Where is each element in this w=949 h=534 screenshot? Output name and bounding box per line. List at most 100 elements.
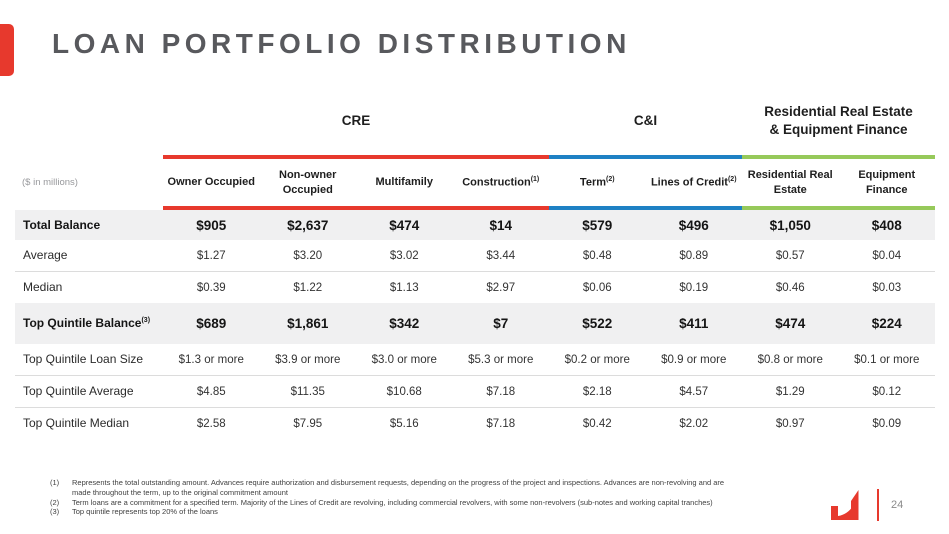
band-segment-residential-real-estate-equipment-finance bbox=[742, 206, 935, 210]
footnote-number: (2) bbox=[50, 497, 60, 507]
row-label-average: Average bbox=[15, 244, 163, 267]
value-cell: $0.39 bbox=[196, 281, 226, 294]
band-segment-residential-real-estate-equipment-finance bbox=[742, 155, 935, 159]
row-label-total-balance: Total Balance bbox=[15, 214, 163, 237]
value-cell: $408 bbox=[871, 217, 902, 233]
footnote-marker: (2) bbox=[727, 176, 737, 184]
title-accent-bar bbox=[0, 24, 14, 76]
footnote-marker: (1) bbox=[530, 176, 540, 184]
row-label-text: Top Quintile Balance bbox=[23, 316, 142, 330]
column-header-label: Construction bbox=[462, 176, 531, 189]
value-cell: $0.2 or more bbox=[564, 353, 630, 366]
value-cell: $4.85 bbox=[196, 385, 226, 398]
footnotes: (1) Represents the total outstanding amou… bbox=[50, 478, 742, 517]
loan-distribution-table: CRE C&I Residential Real Estate & Equipmen… bbox=[15, 86, 935, 439]
column-header-residential-real-estate: Residential Real Estate bbox=[742, 163, 839, 202]
row-label-text: Top Quintile Average bbox=[23, 384, 134, 398]
value-cell: $1.3 or more bbox=[178, 353, 244, 366]
footnote-marker: (2) bbox=[606, 176, 615, 184]
row-label-top-quintile-average: Top Quintile Average bbox=[15, 380, 163, 403]
value-cell: $0.19 bbox=[679, 281, 709, 294]
page-title: LOAN PORTFOLIO DISTRIBUTION bbox=[52, 28, 631, 59]
value-cell: $11.35 bbox=[290, 385, 325, 398]
value-cell: $0.48 bbox=[582, 249, 612, 262]
value-cell: $0.12 bbox=[872, 385, 902, 398]
group-header-c-i: C&I bbox=[633, 112, 658, 128]
value-cell: $3.9 or more bbox=[275, 353, 341, 366]
table-row-total-balance: Total Balance $905 $2,637 $474 $14 $579 $496 $1… bbox=[15, 210, 935, 240]
value-cell: $3.20 bbox=[293, 249, 323, 262]
value-cell: $0.1 or more bbox=[854, 353, 920, 366]
value-cell: $411 bbox=[679, 316, 709, 331]
value-cell: $0.57 bbox=[775, 249, 805, 262]
column-header-label: Multifamily bbox=[375, 176, 433, 189]
value-cell: $1.13 bbox=[389, 281, 419, 294]
column-header-label: Lines of Credit bbox=[650, 176, 728, 189]
table-row-median: Median $0.39 $1.22 $1.13 $2.97 $0.06 $0.19 $0.4… bbox=[15, 271, 935, 303]
value-cell: $5.16 bbox=[389, 417, 419, 430]
value-cell: $0.04 bbox=[872, 249, 902, 262]
value-cell: $224 bbox=[871, 316, 902, 331]
value-cell: $0.8 or more bbox=[757, 353, 823, 366]
group-color-band-top bbox=[15, 155, 935, 159]
table-row-top-quintile-average: Top Quintile Average $4.85 $11.35 $10.68 $7.… bbox=[15, 375, 935, 407]
value-cell: $1.29 bbox=[775, 385, 805, 398]
value-cell: $905 bbox=[196, 217, 227, 233]
value-cell: $2.58 bbox=[196, 417, 226, 430]
column-header-label: Residential Real Estate bbox=[747, 169, 833, 196]
value-cell: $579 bbox=[582, 217, 613, 233]
table-column-header-row: ($ in millions) Owner Occupied Non-owner O… bbox=[15, 159, 935, 206]
column-header-construction: Construction(1) bbox=[453, 170, 550, 195]
row-label-top-quintile-median: Top Quintile Median bbox=[15, 412, 163, 435]
value-cell: $5.3 or more bbox=[468, 353, 534, 366]
footnote-text: Term loans are a commitment for a specif… bbox=[72, 497, 713, 507]
column-header-lines-of-credit: Lines of Credit(2) bbox=[646, 170, 743, 195]
value-cell: $4.57 bbox=[679, 385, 709, 398]
column-header-label: Equipment Finance bbox=[858, 169, 916, 196]
value-cell: $14 bbox=[489, 217, 513, 233]
value-cell: $0.42 bbox=[582, 417, 612, 430]
band-segment-c-i bbox=[549, 155, 742, 159]
column-header-multifamily: Multifamily bbox=[356, 170, 453, 194]
column-header-label: Owner Occupied bbox=[167, 176, 255, 189]
column-header-term: Term(2) bbox=[549, 170, 646, 195]
row-label-text: Top Quintile Median bbox=[23, 416, 130, 430]
row-label-top-quintile-loan-size: Top Quintile Loan Size bbox=[15, 348, 163, 371]
footnote-text: Represents the total outstanding amount.… bbox=[72, 478, 725, 497]
row-label-text: Average bbox=[23, 248, 68, 262]
value-cell: $689 bbox=[196, 316, 227, 331]
footnote-1: (1) Represents the total outstanding amou… bbox=[50, 478, 742, 498]
value-cell: $1,861 bbox=[287, 316, 329, 331]
value-cell: $10.68 bbox=[386, 385, 422, 398]
value-cell: $3.0 or more bbox=[371, 353, 437, 366]
row-label-median: Median bbox=[15, 276, 163, 299]
value-cell: $342 bbox=[389, 316, 420, 331]
value-cell: $496 bbox=[678, 217, 709, 233]
value-cell: $1.22 bbox=[293, 281, 323, 294]
column-header-owner-occupied: Owner Occupied bbox=[163, 170, 260, 194]
band-spacer bbox=[15, 206, 163, 210]
band-segment-c-i bbox=[549, 206, 742, 210]
footnote-2: (2) Term loans are a commitment for a spe… bbox=[50, 498, 742, 508]
table-row-top-quintile-loan-size: Top Quintile Loan Size $1.3 or more $3.9 o… bbox=[15, 344, 935, 375]
company-logo-icon bbox=[831, 490, 859, 520]
group-header-residential-real-estate-equipment-finance: Residential Real Estate & Equipment Fina… bbox=[764, 103, 913, 137]
value-cell: $7.18 bbox=[486, 417, 516, 430]
value-cell: $7.95 bbox=[293, 417, 323, 430]
value-cell: $2,637 bbox=[287, 217, 329, 233]
footer: 24 bbox=[829, 486, 907, 524]
value-cell: $0.97 bbox=[775, 417, 805, 430]
value-cell: $2.02 bbox=[679, 417, 709, 430]
value-cell: $3.44 bbox=[486, 249, 516, 262]
footnote-3: (3) Top quintile represents top 20% of th… bbox=[50, 507, 742, 517]
column-header-label: Term bbox=[579, 176, 607, 189]
band-segment-cre bbox=[163, 206, 549, 210]
value-cell: $474 bbox=[389, 217, 420, 233]
table-body: Total Balance $905 $2,637 $474 $14 $579 $496 $1… bbox=[15, 210, 935, 439]
band-segment-cre bbox=[163, 155, 549, 159]
column-header-non-owner-occupied: Non-owner Occupied bbox=[260, 163, 357, 202]
value-cell: $0.46 bbox=[775, 281, 805, 294]
value-cell: $474 bbox=[775, 316, 806, 331]
units-note: ($ in millions) bbox=[22, 177, 78, 188]
